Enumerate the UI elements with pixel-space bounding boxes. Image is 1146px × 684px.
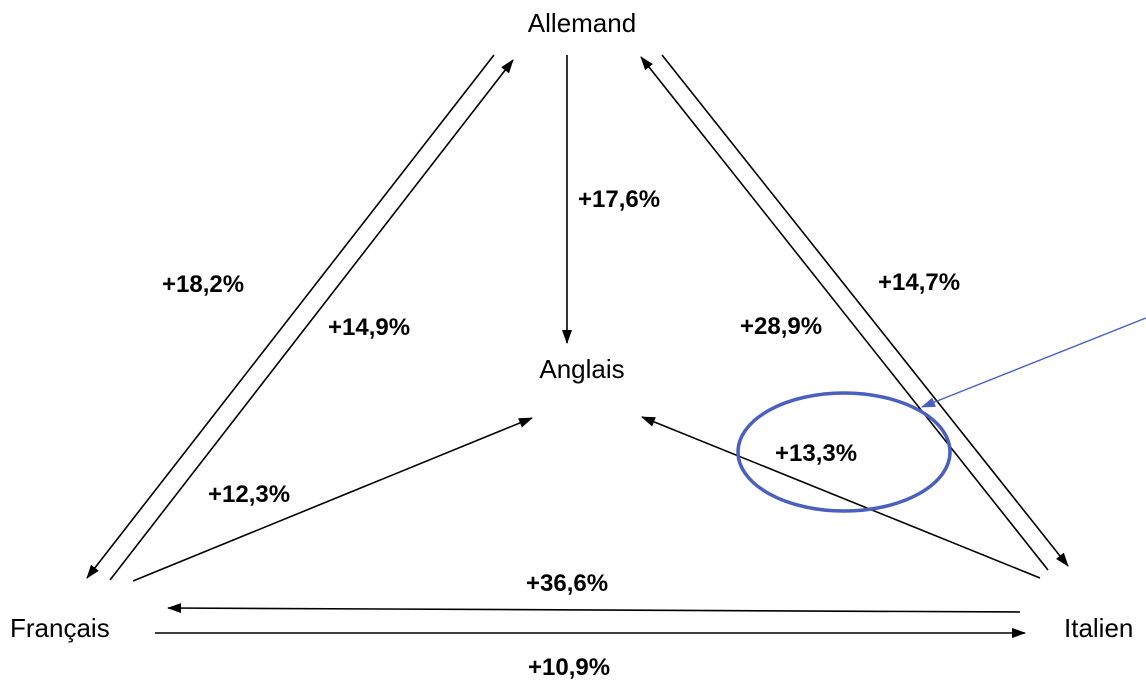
node-italien: Italien: [1064, 613, 1133, 643]
label-italien-to-anglais: +13,3%: [775, 440, 857, 467]
label-francais-to-italien: +10,9%: [528, 654, 610, 681]
arrow-italien-to-allemand: [640, 56, 1049, 571]
label-allemand-to-anglais: +17,6%: [578, 186, 660, 213]
label-italien-to-francais: +36,6%: [526, 570, 608, 597]
arrow-francais-to-allemand: [109, 59, 514, 581]
node-francais: Français: [10, 613, 110, 643]
label-allemand-to-francais: +18,2%: [162, 271, 244, 298]
highlight-ellipse: [736, 391, 952, 513]
label-francais-to-anglais: +12,3%: [208, 481, 290, 508]
arrow-italien-to-anglais: [641, 416, 1041, 579]
arrow-italien-to-francais: [167, 603, 1021, 614]
highlight-pointer-arrow: [921, 317, 1146, 408]
arrow-francais-to-anglais: [132, 417, 533, 582]
label-francais-to-allemand: +14,9%: [328, 314, 410, 341]
label-allemand-to-italien: +14,7%: [878, 269, 960, 296]
node-anglais: Anglais: [539, 354, 624, 384]
label-italien-to-allemand: +28,9%: [740, 313, 822, 340]
arrow-allemand-to-italien: [661, 54, 1069, 567]
node-allemand: Allemand: [528, 8, 636, 38]
arrow-allemand-to-francais: [86, 54, 495, 579]
